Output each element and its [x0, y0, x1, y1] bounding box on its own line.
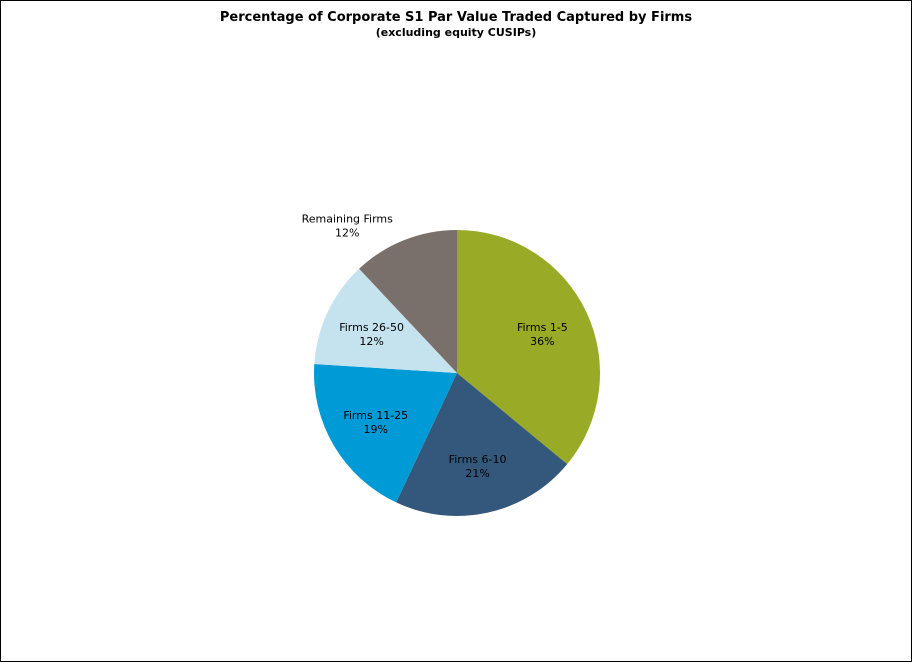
pie-slice-firms-26-50 [314, 268, 457, 373]
chart-title: Percentage of Corporate S1 Par Value Tra… [219, 10, 693, 25]
slice-label-firms-11-25: Firms 11-25 [343, 409, 408, 422]
slice-value-firms-11-25: 19% [364, 423, 388, 436]
slice-label-remaining-firms: Remaining Firms [302, 213, 394, 226]
chart-subtitle: (excluding equity CUSIPs) [375, 26, 537, 39]
pie-slice-remaining-firms [359, 230, 457, 373]
pie-slice-firms-11-25 [314, 364, 457, 503]
slice-label-firms-6-10: Firms 6-10 [449, 453, 507, 466]
slice-value-firms-26-50: 12% [359, 335, 383, 348]
slice-value-firms-6-10: 21% [465, 467, 489, 480]
slice-label-firms-26-50: Firms 26-50 [339, 321, 404, 334]
slice-value-firms-1-5: 36% [530, 335, 554, 348]
pie-slice-firms-6-10 [396, 373, 568, 516]
pie-slice-firms-1-5 [457, 230, 601, 465]
slice-value-remaining-firms: 12% [335, 227, 359, 240]
slice-label-firms-1-5: Firms 1-5 [517, 321, 568, 334]
